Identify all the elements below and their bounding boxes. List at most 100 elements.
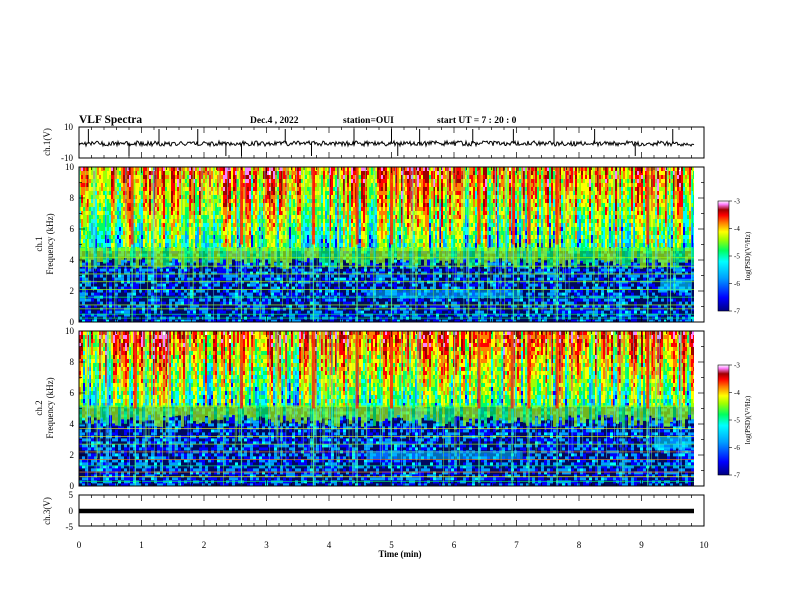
spectrogram-cell [520,265,523,269]
spectrogram-cell [155,175,157,179]
spectrogram-cell [400,301,403,305]
spectrogram-cell [175,211,177,215]
spectrogram-cell [187,298,190,302]
spectrogram-cell [394,265,397,269]
spectrogram-cell [391,265,394,269]
spectrogram-cell [143,211,145,215]
spectrogram-cell [403,277,406,281]
spectrogram-cell [238,313,241,317]
spectrogram-cell [616,277,619,281]
spectrogram-cell [208,286,211,290]
spectrogram-cell [135,243,137,247]
spectrogram-cell [346,289,349,293]
spectrogram-cell [159,171,161,175]
spectrogram-cell [101,199,103,203]
spectrogram-cell [181,199,183,203]
spectrogram-cell [289,313,292,317]
spectrogram-cell [322,298,325,302]
spectrogram-cell [245,235,247,239]
spectrogram-cell [151,271,154,275]
spectrogram-cell [589,289,592,293]
spectrogram-cell [577,313,580,317]
spectrogram-cell [550,274,553,278]
spectrogram-cell [508,283,511,287]
spectrogram-cell [89,207,91,211]
spectrogram-cell [325,292,328,296]
spectrogram-cell [583,277,586,281]
spectrogram-cell [213,203,215,207]
spectrogram-cell [165,195,167,199]
spectrogram-cell [203,195,205,199]
spectrogram-cell [215,223,217,227]
spectrogram-cell [190,313,193,317]
spectrogram-cell [541,274,544,278]
spectrogram-cell [181,277,184,281]
spectrogram-cell [592,304,595,308]
spectrogram-cell [397,271,400,275]
spectrogram-cell [649,313,652,317]
spectrogram-cell [215,215,217,219]
spectrogram-cell [217,268,220,272]
spectrogram-cell [508,265,511,269]
spectrogram-cell [93,199,95,203]
spectrogram-cell [101,187,103,191]
spectrogram-cell [117,243,119,247]
spectrogram-cell [103,199,105,203]
spectrogram-cell [205,195,207,199]
spectrogram-cell [361,310,364,314]
spectrogram-cell [292,319,295,322]
spectrogram-cell [598,304,601,308]
spectrogram-cell [100,313,103,317]
spectrogram-cell [213,183,215,187]
spectrogram-cell [189,219,191,223]
spectrogram-cell [177,243,179,247]
spectrogram-cell [143,199,145,203]
spectrogram-cell [382,286,385,290]
spectrogram-cell [262,310,265,314]
spectrogram-cell [177,171,179,175]
spectrogram-cell [117,227,119,231]
spectrogram-cell [235,219,237,223]
spectrogram-cell [79,183,81,187]
spectrogram-cell [93,183,95,187]
spectrogram-cell [197,179,199,183]
spectrogram-cell [143,219,145,223]
spectrogram-cell [466,313,469,317]
spectrogram-cell [225,219,227,223]
spectrogram-cell [205,265,208,269]
spectrogram-cell [262,274,265,278]
spectrogram-cell [319,313,322,317]
spectrogram-cell [310,262,313,266]
spectrogram-cell [233,171,235,175]
spectrogram-cell [463,313,466,317]
spectrogram-cell [601,313,604,317]
spectrogram-cell [376,283,379,287]
spectrogram-cell [111,175,113,179]
spectrogram-cell [107,215,109,219]
spectrogram-cell [643,304,646,308]
spectrogram-cell [247,301,250,305]
spectrogram-cell [220,268,223,272]
spectrogram-cell [274,298,277,302]
spectrogram-cell [169,274,172,278]
spectrogram-cell [99,199,101,203]
spectrogram-cell [484,271,487,275]
spectrogram-cell [233,231,235,235]
spectrogram-cell [105,243,107,247]
spectrogram-cell [124,289,127,293]
spectrogram-cell [349,271,352,275]
spectrogram-cell [415,304,418,308]
spectrogram-cell [113,171,115,175]
spectrogram-cell [157,191,159,195]
spectrogram-cell [93,187,95,191]
spectrogram-cell [243,227,245,231]
spectrogram-cell [147,215,149,219]
spectrogram-cell [79,268,82,272]
spectrogram-cell [123,179,125,183]
spectrogram-cell [213,243,215,247]
spectrogram-cell [88,298,91,302]
spectrogram-cell [191,199,193,203]
spectrogram-cell [181,243,183,247]
spectrogram-cell [550,289,553,293]
spectrogram-cell [256,283,259,287]
